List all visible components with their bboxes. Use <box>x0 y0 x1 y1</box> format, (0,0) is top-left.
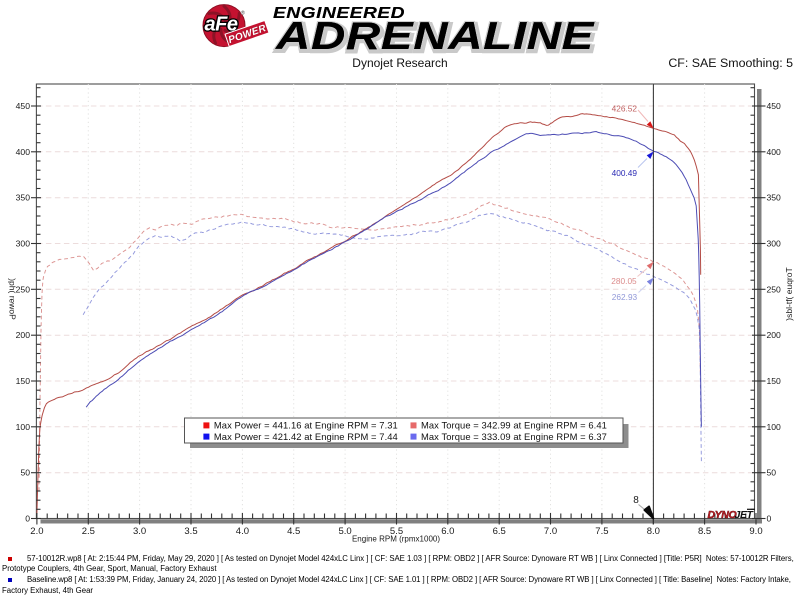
svg-text:)ph( rewoP: )ph( rewoP <box>8 278 18 320</box>
svg-text:100: 100 <box>767 422 782 432</box>
svg-text:8.0: 8.0 <box>647 526 660 537</box>
svg-text:3.5: 3.5 <box>184 526 197 537</box>
svg-text:CF: SAE Smoothing: 5: CF: SAE Smoothing: 5 <box>668 56 793 70</box>
svg-text:7.5: 7.5 <box>595 526 608 537</box>
svg-text:ADRENALINE: ADRENALINE <box>276 17 596 60</box>
svg-text:200: 200 <box>16 330 31 340</box>
svg-text:Engine RPM (rpmx1000): Engine RPM (rpmx1000) <box>352 535 440 544</box>
svg-text:Max Power = 441.16 at Engine R: Max Power = 441.16 at Engine RPM = 7.31 <box>214 420 398 431</box>
svg-text:ADRENALINE: ADRENALINE <box>275 15 595 58</box>
svg-text:DYNO: DYNO <box>708 509 737 521</box>
svg-text:8.5: 8.5 <box>698 526 711 537</box>
svg-text:5.5: 5.5 <box>390 526 403 537</box>
svg-text:400: 400 <box>16 147 31 157</box>
svg-text:5.0: 5.0 <box>338 526 351 537</box>
svg-text:262.93: 262.93 <box>612 292 638 302</box>
svg-text:50: 50 <box>767 468 777 478</box>
svg-text:0: 0 <box>767 514 772 524</box>
svg-text:7.0: 7.0 <box>544 526 557 537</box>
svg-text:350: 350 <box>767 193 782 203</box>
svg-text:2.0: 2.0 <box>30 526 43 537</box>
svg-text:2.5: 2.5 <box>82 526 95 537</box>
svg-text:300: 300 <box>16 239 31 249</box>
svg-text:Max Torque = 333.09 at Engine: Max Torque = 333.09 at Engine RPM = 6.37 <box>421 431 607 442</box>
svg-text:6.5: 6.5 <box>493 526 506 537</box>
svg-text:426.52: 426.52 <box>612 104 638 114</box>
svg-text:0: 0 <box>25 514 30 524</box>
svg-text:350: 350 <box>16 193 31 203</box>
svg-text:250: 250 <box>767 284 782 294</box>
svg-text:450: 450 <box>16 101 31 111</box>
svg-text:4.5: 4.5 <box>287 526 300 537</box>
svg-text:ADRENALINE: ADRENALINE <box>275 15 595 58</box>
svg-text:400: 400 <box>767 147 782 157</box>
svg-text:450: 450 <box>767 101 782 111</box>
svg-text:ENGINEERED: ENGINEERED <box>273 5 405 22</box>
svg-text:200: 200 <box>767 330 782 340</box>
svg-text:150: 150 <box>767 376 782 386</box>
svg-text:Max Power = 421.42 at Engine R: Max Power = 421.42 at Engine RPM = 7.44 <box>214 431 398 442</box>
svg-text:400.49: 400.49 <box>612 168 638 178</box>
svg-text:100: 100 <box>16 422 31 432</box>
svg-text:Dynojet Research: Dynojet Research <box>352 56 447 70</box>
svg-text:6.0: 6.0 <box>441 526 454 537</box>
svg-text:ENGINEERED: ENGINEERED <box>273 5 405 22</box>
svg-text:300: 300 <box>767 239 782 249</box>
svg-text:3.0: 3.0 <box>133 526 146 537</box>
svg-text:9.0: 9.0 <box>749 526 762 537</box>
svg-text:150: 150 <box>16 376 31 386</box>
svg-text:250: 250 <box>16 284 31 294</box>
svg-text:280.05: 280.05 <box>611 276 637 286</box>
svg-text:®: ® <box>241 10 245 17</box>
svg-text:50: 50 <box>20 468 30 478</box>
svg-text:)sbl-tf( euqroT: )sbl-tf( euqroT <box>784 267 794 320</box>
svg-text:Max Torque = 342.99 at Engine: Max Torque = 342.99 at Engine RPM = 6.41 <box>421 420 607 431</box>
svg-text:JET: JET <box>735 509 755 521</box>
svg-text:8: 8 <box>633 495 639 506</box>
svg-text:4.0: 4.0 <box>236 526 249 537</box>
svg-text:aFe: aFe <box>205 14 238 36</box>
